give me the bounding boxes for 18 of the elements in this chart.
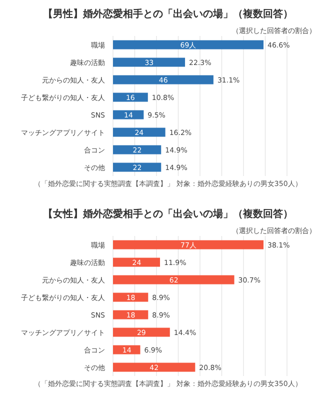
- bar: [113, 162, 162, 172]
- bar: [113, 258, 160, 267]
- chart-title: 【女性】婚外恋愛相手との「出会いの場」（複数回答）: [43, 208, 293, 220]
- bar: [113, 110, 144, 120]
- bar: [113, 128, 166, 137]
- bar: [113, 92, 148, 102]
- chart-title: 【男性】婚外恋愛相手との「出会いの場」（複数回答）: [43, 8, 293, 20]
- bar: [113, 310, 148, 320]
- bar: [113, 58, 186, 67]
- bar: [113, 240, 264, 250]
- bar: [113, 40, 264, 50]
- bar: [113, 275, 234, 284]
- bar: [113, 362, 196, 372]
- bar: [113, 145, 162, 154]
- bar: [113, 345, 140, 354]
- bar: [113, 75, 214, 84]
- bar: [113, 292, 148, 302]
- bar: [113, 328, 170, 337]
